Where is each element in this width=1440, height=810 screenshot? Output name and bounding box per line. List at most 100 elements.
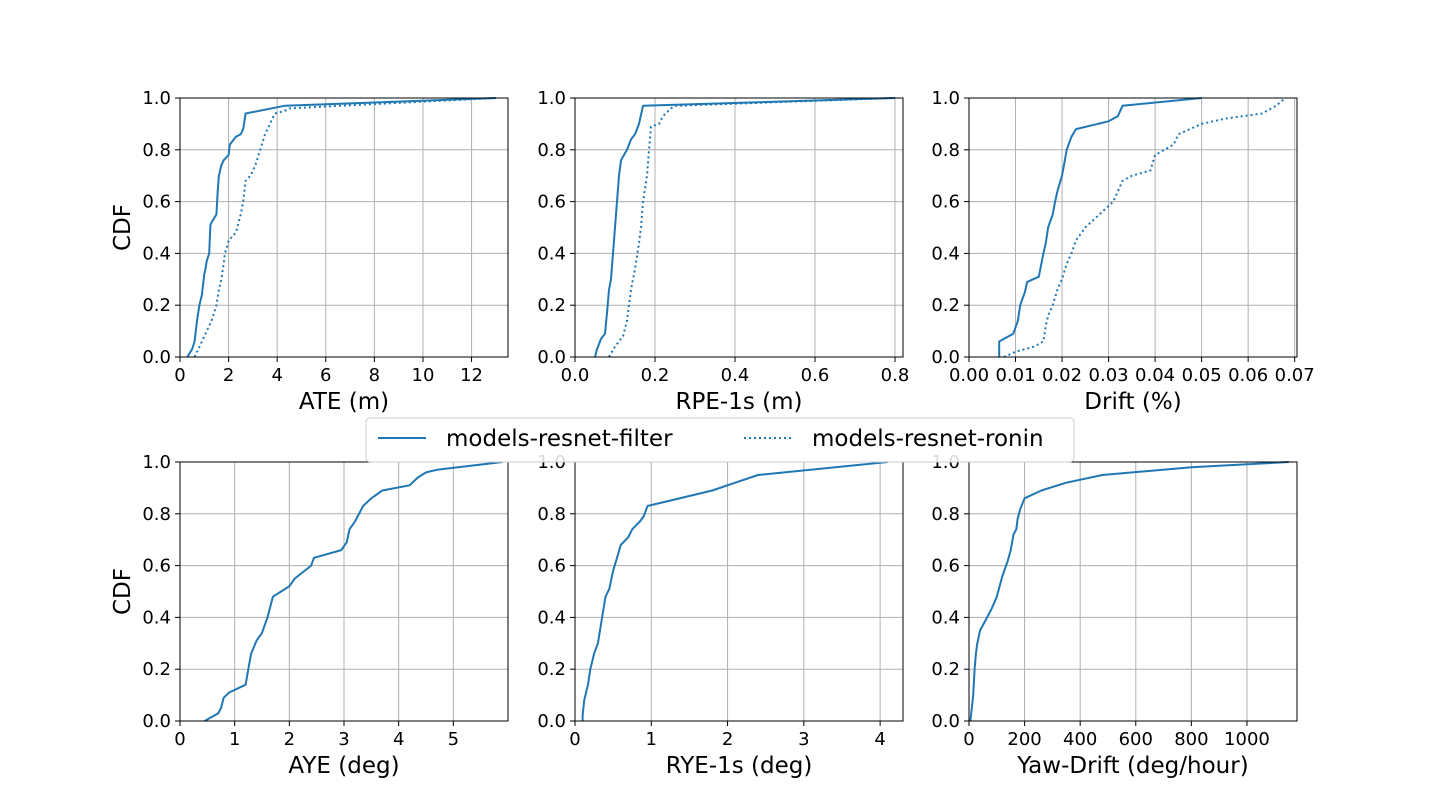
y-tick-label-1: 0.2: [142, 659, 171, 680]
x-tick-label-3: 600: [1119, 729, 1153, 750]
y-axis-label: CDF: [110, 204, 136, 251]
y-tick-label-5: 1.0: [931, 88, 960, 109]
series-line-1: [608, 97, 896, 358]
x-axis-label: AYE (deg): [288, 753, 399, 779]
y-tick-label-4: 0.8: [142, 140, 171, 161]
y-tick-label-4: 0.8: [537, 504, 566, 525]
x-axis-label: RYE-1s (deg): [666, 753, 813, 779]
y-tick-label-1: 0.2: [931, 659, 960, 680]
legend-label-filter: models-resnet-filter: [446, 426, 673, 452]
x-tick-label-2: 0.4: [721, 365, 750, 386]
series-line-0: [998, 97, 1202, 357]
y-tick-label-1: 0.2: [931, 295, 960, 316]
x-tick-label-1: 200: [1007, 729, 1041, 750]
y-tick-label-5: 1.0: [142, 452, 171, 473]
y-tick-label-2: 0.4: [142, 243, 171, 264]
x-tick-label-0: 0.00: [949, 365, 989, 386]
x-tick-label-3: 0.6: [801, 365, 830, 386]
plot-frame: [574, 461, 904, 722]
plot-frame: [968, 461, 1298, 722]
y-tick-label-5: 1.0: [537, 88, 566, 109]
x-axis-label: RPE-1s (m): [676, 389, 803, 415]
series-line-0: [969, 461, 1289, 722]
x-tick-label-1: 0.01: [995, 365, 1035, 386]
y-tick-label-4: 0.8: [142, 504, 171, 525]
series-line-0: [594, 97, 896, 358]
x-tick-label-4: 800: [1174, 729, 1208, 750]
x-axis-label: Drift (%): [1084, 389, 1181, 415]
y-tick-label-0: 0.0: [931, 711, 960, 732]
x-tick-label-4: 0.8: [881, 365, 910, 386]
y-tick-label-0: 0.0: [931, 347, 960, 368]
x-tick-label-1: 1: [229, 729, 240, 750]
x-tick-label-4: 8: [369, 365, 380, 386]
x-tick-label-6: 12: [460, 365, 483, 386]
legend-label-ronin: models-resnet-ronin: [812, 426, 1044, 452]
y-tick-label-2: 0.4: [931, 607, 960, 628]
subplot-4: 0 1 2 3 4 5 0.0 0.2 0.4 0.6 0.8 1.0 AYE (deg) CDF: [110, 452, 509, 779]
y-tick-label-1: 0.2: [537, 659, 566, 680]
x-axis-label: ATE (m): [299, 389, 389, 415]
x-tick-label-5: 5: [448, 729, 459, 750]
x-tick-label-0: 0: [569, 729, 580, 750]
y-tick-label-5: 1.0: [142, 88, 171, 109]
y-tick-label-2: 0.4: [142, 607, 171, 628]
y-tick-label-2: 0.4: [537, 607, 566, 628]
y-axis-label: CDF: [110, 568, 136, 615]
y-tick-label-1: 0.2: [537, 295, 566, 316]
y-tick-label-0: 0.0: [142, 711, 171, 732]
x-tick-label-3: 6: [320, 365, 331, 386]
x-tick-label-5: 0.05: [1182, 365, 1222, 386]
series-line-0: [186, 97, 496, 358]
legend: models-resnet-filter models-resnet-ronin: [365, 417, 1075, 463]
plot-frame: [574, 97, 904, 358]
x-axis-label: Yaw-Drift (deg/hour): [1016, 753, 1248, 779]
subplot-2: 0.0 0.2 0.4 0.6 0.8 0.0 0.2 0.4 0.6 0.8 1.0 RPE-1s …: [537, 88, 909, 415]
x-tick-label-0: 0: [174, 729, 185, 750]
y-tick-label-0: 0.0: [537, 347, 566, 368]
x-tick-label-0: 0: [174, 365, 185, 386]
plot-frame: [179, 97, 509, 358]
y-tick-label-3: 0.6: [142, 556, 171, 577]
x-tick-label-3: 0.03: [1089, 365, 1129, 386]
x-tick-label-6: 0.06: [1228, 365, 1268, 386]
x-tick-label-5: 10: [412, 365, 435, 386]
x-tick-label-1: 0.2: [641, 365, 670, 386]
x-tick-label-2: 400: [1063, 729, 1097, 750]
x-tick-label-2: 4: [271, 365, 282, 386]
y-tick-label-3: 0.6: [931, 192, 960, 213]
x-tick-label-4: 4: [874, 729, 885, 750]
y-tick-label-3: 0.6: [142, 192, 171, 213]
x-tick-label-4: 0.04: [1135, 365, 1175, 386]
y-tick-label-3: 0.6: [537, 192, 566, 213]
y-tick-label-0: 0.0: [142, 347, 171, 368]
subplot-3: 0.00 0.01 0.02 0.03 0.04 0.05 0.06 0.07 0.0 0.2 0.…: [931, 88, 1314, 415]
x-tick-label-3: 3: [798, 729, 809, 750]
x-tick-label-3: 3: [338, 729, 349, 750]
y-tick-label-2: 0.4: [537, 243, 566, 264]
y-tick-label-0: 0.0: [537, 711, 566, 732]
y-tick-label-2: 0.4: [931, 243, 960, 264]
y-tick-label-3: 0.6: [931, 556, 960, 577]
x-tick-label-2: 2: [722, 729, 733, 750]
y-tick-label-4: 0.8: [931, 140, 960, 161]
series-line-0: [204, 461, 503, 722]
legend-box: [365, 417, 1075, 463]
x-tick-label-1: 1: [646, 729, 657, 750]
plot-frame: [968, 97, 1298, 358]
x-tick-label-5: 1000: [1224, 729, 1270, 750]
series-line-1: [1003, 97, 1287, 358]
subplot-1: 0 2 4 6 8 10 12 0.0 0.2 0.4 0.6 0.8 1.0 ATE (m) CDF: [110, 88, 509, 415]
x-tick-label-0: 0: [963, 729, 974, 750]
y-tick-label-4: 0.8: [537, 140, 566, 161]
y-tick-label-3: 0.6: [537, 556, 566, 577]
x-tick-label-0: 0.0: [561, 365, 590, 386]
y-tick-label-4: 0.8: [931, 504, 960, 525]
x-tick-label-1: 2: [223, 365, 234, 386]
x-tick-label-7: 0.07: [1275, 365, 1315, 386]
y-tick-label-1: 0.2: [142, 295, 171, 316]
series-line-0: [581, 461, 888, 721]
x-tick-label-2: 0.02: [1042, 365, 1082, 386]
series-line-1: [193, 97, 496, 358]
